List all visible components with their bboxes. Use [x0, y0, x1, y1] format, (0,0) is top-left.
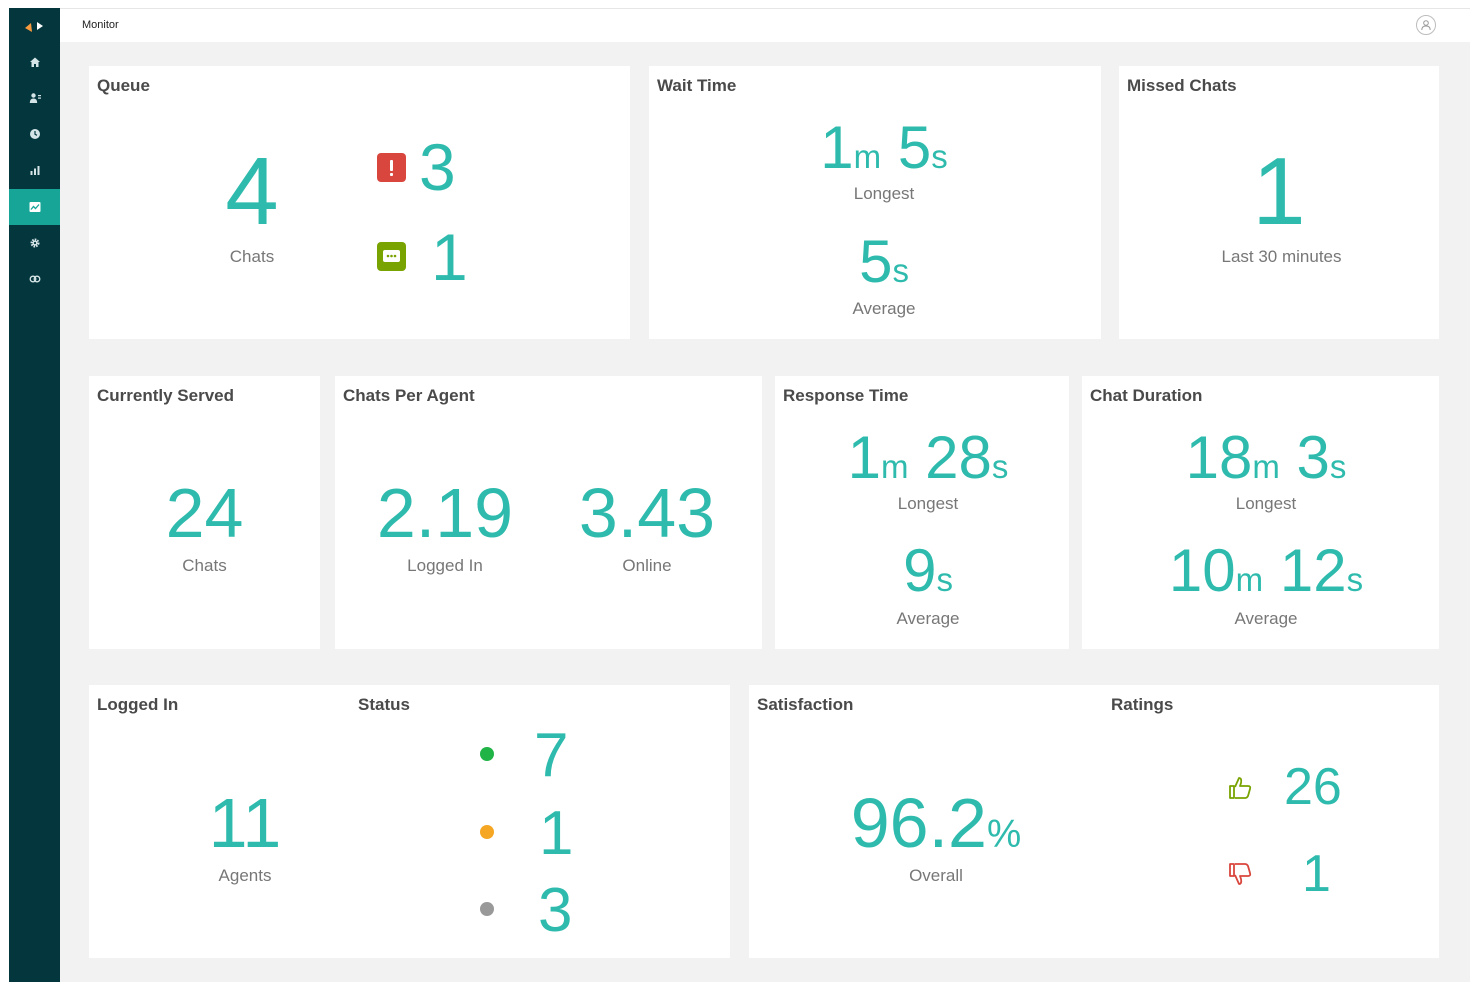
sidebar-item-history[interactable]: [9, 116, 60, 152]
status-title: Status: [358, 695, 410, 714]
missed-chats-label: Last 30 minutes: [1221, 247, 1342, 266]
chat-duration-card: Chat Duration 18m 3s Longest 10m 12s Ave…: [1082, 376, 1439, 649]
thumbs-up-icon: [1227, 775, 1253, 806]
status-online-dot: [480, 747, 494, 761]
chat-duration-average-label: Average: [1234, 609, 1298, 628]
currently-served-card: Currently Served 24 Chats: [89, 376, 320, 649]
card-title: Chat Duration: [1090, 386, 1203, 405]
status-offline-value: 3: [538, 876, 573, 945]
ratings-bad-value: 1: [1302, 845, 1331, 903]
status-away-dot: [480, 825, 494, 839]
response-time-longest-value: 1m 28s: [847, 424, 1009, 491]
wait-time-longest-value: 1m 5s: [820, 114, 948, 181]
sidebar-item-integrations[interactable]: [9, 261, 60, 297]
alert-icon: [377, 153, 406, 182]
response-time-longest-label: Longest: [897, 494, 959, 513]
home-icon: [29, 57, 40, 67]
response-time-card: Response Time 1m 28s Longest 9s Average: [775, 376, 1069, 649]
message-icon: [377, 242, 406, 271]
monitor-chart-icon: [29, 202, 40, 212]
card-title: Response Time: [783, 386, 909, 405]
avatar[interactable]: [1416, 15, 1436, 35]
missed-chats-value: 1: [1252, 138, 1306, 245]
wait-time-average-label: Average: [852, 299, 916, 318]
response-time-average-value: 9s: [903, 537, 953, 604]
logged-in-value: 11: [208, 784, 282, 862]
satisfaction-label: Overall: [909, 866, 963, 885]
sidebar: [9, 8, 60, 982]
currently-served-label: Chats: [182, 556, 227, 575]
top-bar: Monitor: [60, 8, 1470, 43]
logged-in-card: Logged In 11 Agents Status 7 1 3: [89, 685, 730, 958]
page-title: Monitor: [82, 19, 119, 31]
dashboard: Queue 4 Chats 3 1 Wait Time 1m 5s Longes…: [60, 42, 1470, 982]
chats-per-agent-logged-in-label: Logged In: [407, 556, 483, 575]
card-title: Satisfaction: [757, 695, 854, 714]
wait-time-card: Wait Time 1m 5s Longest 5s Average: [649, 66, 1101, 339]
wait-time-longest-label: Longest: [853, 184, 915, 203]
ratings-title: Ratings: [1111, 695, 1174, 714]
satisfaction-card: Satisfaction 96.2% Overall Ratings 26 1: [749, 685, 1439, 958]
status-away-value: 1: [539, 799, 574, 868]
response-time-average-label: Average: [896, 609, 960, 628]
logged-in-label: Agents: [218, 866, 272, 885]
sidebar-item-analytics[interactable]: [9, 152, 60, 188]
card-title: Queue: [97, 76, 150, 95]
chat-duration-longest-value: 18m 3s: [1185, 424, 1347, 491]
card-title: Missed Chats: [1127, 76, 1237, 95]
queue-alert-value: 3: [419, 130, 456, 204]
bar-chart-icon: [30, 166, 39, 175]
chat-duration-longest-label: Longest: [1235, 494, 1297, 513]
chats-per-agent-online-value: 3.43: [578, 474, 716, 552]
queue-chats-label: Chats: [229, 247, 275, 266]
gear-icon: [29, 238, 40, 248]
card-title: Logged In: [97, 695, 179, 714]
link-icon: [29, 275, 40, 283]
clock-icon: [29, 129, 40, 139]
users-icon: [29, 93, 41, 103]
chats-per-agent-online-label: Online: [622, 556, 672, 575]
currently-served-value: 24: [165, 474, 244, 552]
card-title: Wait Time: [657, 76, 737, 95]
sidebar-item-visitors[interactable]: [9, 80, 60, 116]
status-online-value: 7: [534, 721, 569, 790]
chat-duration-average-value: 10m 12s: [1168, 537, 1364, 604]
card-title: Chats Per Agent: [343, 386, 475, 405]
missed-chats-card: Missed Chats 1 Last 30 minutes: [1119, 66, 1439, 339]
thumbs-down-icon: [1227, 861, 1253, 892]
sidebar-item-monitor[interactable]: [9, 189, 60, 225]
sidebar-item-home[interactable]: [9, 44, 60, 80]
user-avatar-icon: [1421, 20, 1431, 31]
queue-message-value: 1: [431, 220, 468, 294]
wait-time-average-value: 5s: [859, 228, 909, 295]
sidebar-item-settings[interactable]: [9, 225, 60, 261]
chats-per-agent-logged-in-value: 2.19: [376, 474, 514, 552]
card-title: Currently Served: [97, 386, 234, 405]
ratings-good-value: 26: [1284, 758, 1342, 816]
queue-card: Queue 4 Chats 3 1: [89, 66, 630, 339]
status-offline-dot: [480, 902, 494, 916]
chats-per-agent-card: Chats Per Agent 2.19 Logged In 3.43 Onli…: [335, 376, 762, 649]
queue-chats-value: 4: [225, 138, 279, 245]
satisfaction-value: 96.2%: [850, 784, 1022, 862]
zendesk-logo[interactable]: [23, 18, 47, 36]
